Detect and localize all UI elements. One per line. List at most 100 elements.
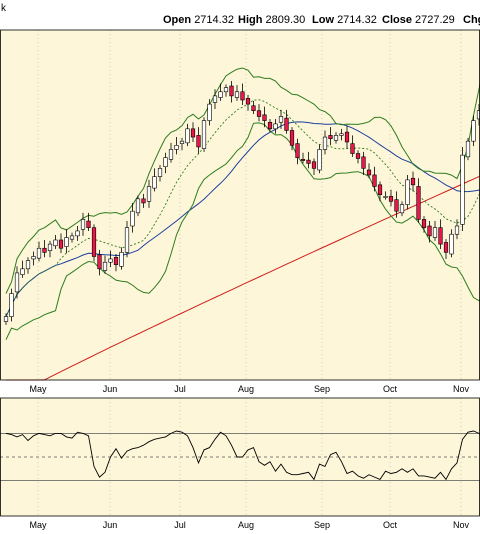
price-candle xyxy=(383,196,388,198)
price-candle xyxy=(289,130,295,146)
price-x-tick-label: Oct xyxy=(383,384,398,394)
indicator-x-tick-label: Aug xyxy=(238,520,254,530)
price-candle xyxy=(146,186,152,202)
price-candle xyxy=(245,98,251,105)
open-label: Open xyxy=(163,14,192,26)
low-value: 2714.32 xyxy=(337,14,377,26)
open-value: 2714.32 xyxy=(194,14,234,26)
price-candle xyxy=(377,184,383,196)
bollinger-upper-band xyxy=(5,67,480,294)
indicator-x-tick-label: Nov xyxy=(453,520,470,530)
indicator-x-tick-label: Sep xyxy=(314,520,330,530)
price-candle xyxy=(443,242,449,253)
price-candle xyxy=(454,225,460,235)
price-candle xyxy=(476,110,480,120)
price-candle xyxy=(361,156,366,169)
price-candle xyxy=(119,252,124,267)
price-candle xyxy=(80,219,86,230)
change-label: Chg xyxy=(463,14,480,26)
price-candle xyxy=(124,227,130,253)
price-candle xyxy=(152,176,157,189)
price-candle xyxy=(465,140,471,158)
close-label: Close xyxy=(382,14,412,26)
symbol-label: k xyxy=(1,3,6,14)
indicator-x-tick-label: May xyxy=(29,520,47,530)
price-x-tick-label: Aug xyxy=(238,384,254,394)
price-candle xyxy=(328,135,333,140)
price-candle xyxy=(207,103,212,121)
indicator-x-tick-label: Oct xyxy=(383,520,398,530)
price-candle xyxy=(47,243,53,252)
price-candle xyxy=(278,116,284,123)
price-candle xyxy=(350,143,355,154)
price-candle xyxy=(317,149,322,171)
price-candle xyxy=(251,105,256,112)
price-candle xyxy=(168,149,174,160)
price-candle xyxy=(3,316,9,322)
indicator-x-tick-label: Jun xyxy=(103,520,118,530)
price-candle xyxy=(394,199,399,212)
price-candle xyxy=(9,293,14,317)
change-readout: Chg xyxy=(463,14,480,26)
low-readout: Low 2714.32 xyxy=(312,14,377,26)
price-candle xyxy=(366,169,372,176)
price-candle xyxy=(416,186,421,220)
price-candle xyxy=(174,144,179,150)
price-panel-background xyxy=(0,30,480,380)
bollinger-lower-band xyxy=(5,122,480,340)
price-candle xyxy=(438,227,443,245)
price-x-tick-label: Sep xyxy=(314,384,330,394)
price-candle xyxy=(218,91,223,98)
price-candle xyxy=(267,121,273,130)
price-candle xyxy=(36,247,42,259)
price-candle xyxy=(449,233,454,255)
price-candle xyxy=(234,91,240,98)
price-candle xyxy=(201,120,207,149)
price-candle xyxy=(163,157,168,168)
indicator-line xyxy=(5,430,480,481)
price-candle xyxy=(262,114,267,121)
price-candle xyxy=(311,161,317,169)
price-candle xyxy=(20,268,25,275)
price-candle xyxy=(102,261,108,271)
price-candle xyxy=(372,174,377,187)
price-candle xyxy=(405,179,410,205)
price-candle xyxy=(460,154,465,225)
price-candle xyxy=(410,177,416,186)
price-candle xyxy=(212,95,218,103)
price-candle xyxy=(141,198,146,204)
price-candle xyxy=(179,140,185,144)
price-candle xyxy=(69,235,75,240)
price-candle xyxy=(256,110,262,117)
close-readout: Close 2727.29 xyxy=(382,14,455,26)
price-candle xyxy=(31,256,36,260)
price-x-tick-label: Nov xyxy=(453,384,470,394)
price-candle xyxy=(300,158,306,161)
price-candle xyxy=(432,227,438,238)
price-candle xyxy=(344,131,350,143)
price-candle xyxy=(58,239,64,249)
price-candle xyxy=(223,87,229,93)
price-candle xyxy=(130,210,135,227)
price-candle xyxy=(295,143,300,158)
bollinger-middle-band xyxy=(5,99,480,317)
price-x-tick-label: Jul xyxy=(174,384,186,394)
price-candle xyxy=(240,91,245,101)
price-candle xyxy=(229,85,234,97)
price-candle xyxy=(91,227,97,257)
price-candle xyxy=(339,133,344,136)
price-candle xyxy=(322,136,328,150)
price-candle xyxy=(185,128,190,144)
price-candle xyxy=(284,117,289,131)
price-candle xyxy=(64,237,69,247)
price-candle xyxy=(196,135,201,148)
price-candle xyxy=(306,159,311,164)
price-candle xyxy=(355,153,361,159)
quote-header: k Open 2714.32 High 2809.30 Low 2714.32 … xyxy=(0,0,480,30)
price-candle xyxy=(42,247,47,253)
high-label: High xyxy=(238,14,263,26)
price-candle xyxy=(399,204,405,214)
price-candle xyxy=(75,230,80,237)
short-moving-average-line xyxy=(5,121,480,317)
